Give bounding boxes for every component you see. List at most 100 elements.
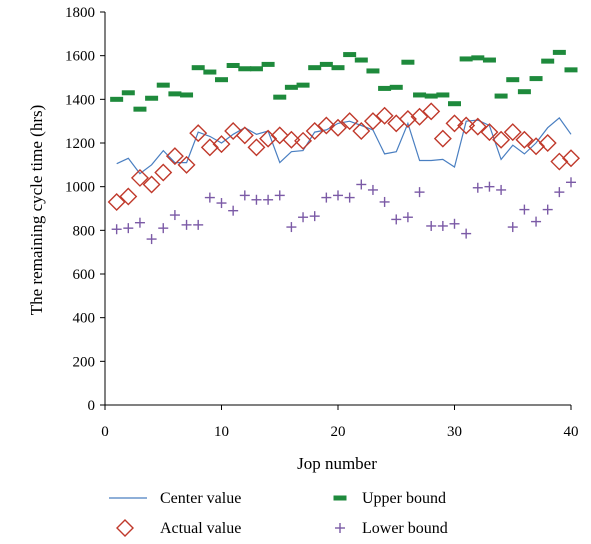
upper-bound-point [261, 61, 275, 67]
upper-bound-point [448, 101, 461, 107]
legend-swatch [116, 519, 134, 537]
lower-bound-point [263, 194, 274, 205]
upper-bound-point [284, 84, 298, 90]
actual-value-point [165, 147, 184, 166]
actual-value-point [282, 130, 301, 149]
y-axis-label: The remaining cycle time (hrs) [27, 105, 46, 316]
upper-bound-point [552, 49, 566, 55]
upper-bound-point [238, 66, 252, 72]
legend-item-lower-bound: Lower bound [335, 520, 448, 537]
actual-value-series [107, 102, 580, 211]
lower-bound-point [426, 220, 437, 231]
legend-swatch [335, 523, 345, 533]
lower-bound-point [472, 182, 483, 193]
lower-bound-point [193, 219, 204, 230]
actual-value-point [317, 116, 336, 135]
actual-value-point [189, 124, 208, 143]
actual-value-point [433, 129, 452, 148]
lower-bound-point [333, 190, 343, 201]
actual-value-point [259, 129, 278, 148]
lower-bound-point [542, 204, 553, 215]
lower-bound-point [251, 194, 262, 205]
actual-value-point [503, 123, 522, 142]
lower-bound-series [111, 177, 576, 245]
x-tick-label: 30 [447, 424, 462, 440]
y-tick-label: 400 [73, 311, 96, 327]
upper-bound-series [110, 49, 578, 112]
x-axis-label: Jop number [297, 454, 377, 473]
upper-bound-point [121, 90, 135, 96]
actual-value-point [480, 123, 499, 142]
lower-bound-point [228, 205, 239, 216]
upper-bound-point [145, 95, 159, 101]
upper-bound-point [506, 77, 520, 83]
lower-bound-point [169, 210, 180, 221]
y-tick-label: 1400 [65, 92, 95, 108]
actual-value-point [294, 131, 313, 150]
lower-bound-point [274, 190, 285, 201]
upper-bound-point [215, 77, 228, 83]
plot-area [107, 49, 580, 245]
upper-bound-point [471, 55, 485, 61]
actual-value-point [200, 138, 219, 157]
upper-bound-point [354, 57, 368, 63]
upper-bound-point [482, 57, 496, 63]
legend-swatch [333, 495, 347, 501]
upper-bound-point [156, 82, 170, 88]
y-tick-label: 600 [73, 267, 96, 283]
lower-bound-point [414, 187, 425, 198]
lower-bound-point [356, 179, 367, 190]
upper-bound-point [564, 67, 578, 73]
actual-value-point [305, 122, 324, 140]
lower-bound-point [379, 196, 390, 207]
y-tick-label: 1800 [65, 5, 95, 21]
lower-bound-point [519, 204, 530, 215]
actual-value-point [492, 130, 511, 149]
x-tick-label: 40 [564, 424, 579, 440]
upper-bound-point [308, 65, 322, 71]
actual-value-point [562, 149, 580, 168]
legend-item-center-value: Center value [109, 490, 241, 507]
lower-bound-point [402, 212, 413, 223]
x-tick-label: 10 [214, 424, 229, 440]
x-tick-label: 0 [101, 424, 109, 440]
lower-bound-point [461, 228, 472, 239]
ticks: 0 200 400 600 800 1000 1200 1400 1600 1800 0 10 20 30… [65, 5, 579, 440]
lower-bound-point [204, 192, 215, 203]
upper-bound-point [401, 59, 415, 65]
actual-value-point [422, 102, 441, 121]
upper-bound-point [459, 56, 473, 62]
lower-bound-point [391, 214, 402, 225]
actual-value-point [235, 126, 254, 145]
lower-bound-point [321, 192, 332, 203]
upper-bound-point [378, 85, 392, 91]
upper-bound-point [529, 76, 543, 82]
actual-value-point [107, 192, 126, 211]
y-tick-label: 0 [88, 398, 96, 414]
actual-value-point [247, 138, 266, 157]
x-tick-label: 20 [331, 424, 346, 440]
y-tick-label: 1000 [65, 180, 95, 196]
lower-bound-point [123, 223, 134, 234]
y-tick-label: 1200 [65, 136, 95, 152]
actual-value-point [445, 114, 464, 133]
actual-value-point [177, 155, 196, 174]
lower-bound-point [367, 184, 378, 195]
actual-value-point [212, 135, 231, 154]
actual-value-point [154, 163, 173, 182]
actual-value-point [410, 107, 429, 126]
upper-bound-point [541, 58, 555, 64]
actual-value-point [329, 118, 347, 137]
lower-bound-point [239, 190, 250, 201]
upper-bound-point [226, 62, 240, 68]
lower-bound-point [286, 222, 297, 233]
upper-bound-point [180, 92, 194, 98]
upper-bound-point [424, 93, 438, 99]
actual-value-point [224, 122, 243, 140]
legend: Center value Actual value Upper bound Lower… [109, 490, 448, 537]
legend-label: Upper bound [362, 490, 446, 507]
lower-bound-point [146, 234, 157, 245]
actual-value-point [352, 122, 371, 140]
lower-bound-point [507, 222, 518, 233]
